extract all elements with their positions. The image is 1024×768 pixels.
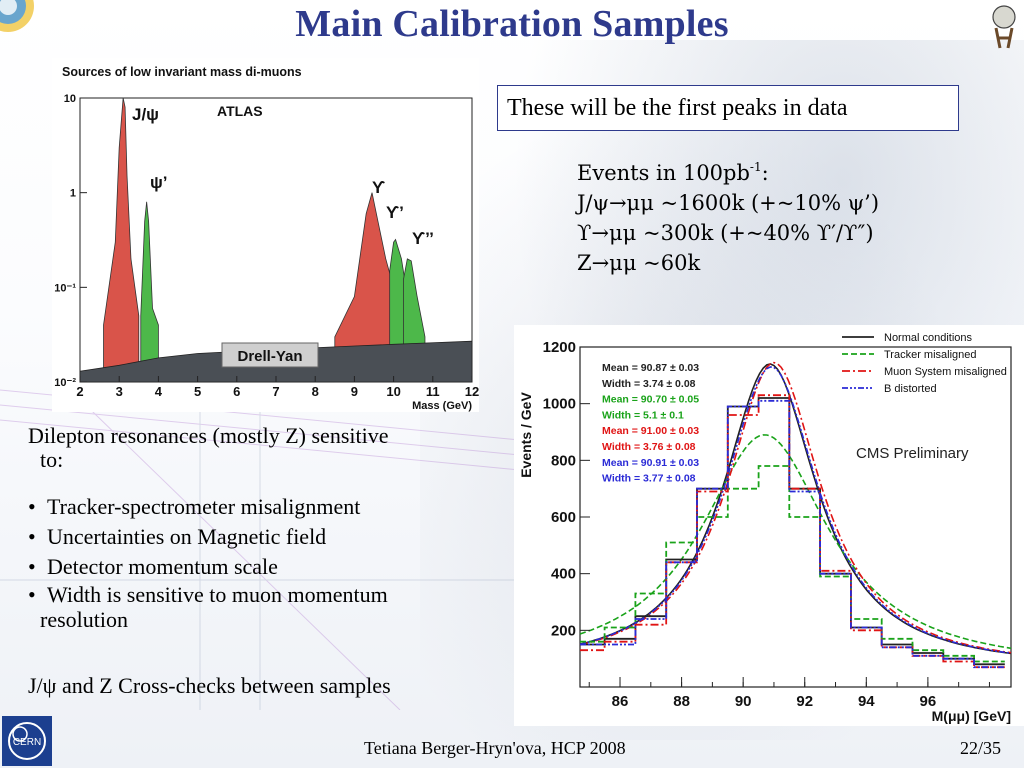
events-heading-colon: : xyxy=(761,161,769,185)
y-tick-label: 400 xyxy=(551,566,576,583)
conference-logo-icon xyxy=(0,0,34,32)
y-tick-label: 10⁻² xyxy=(54,377,76,389)
x-tick-label: 11 xyxy=(426,384,440,399)
cms-z-mass-plot: 86 88 90 92 94 96 200 400 600 800 1000 1200 M(μμ) [G… xyxy=(514,325,1024,726)
x-tick-label: 2 xyxy=(76,384,83,399)
events-heading-text: Events in 100pb xyxy=(577,161,750,185)
y-tick-label: 1200 xyxy=(543,339,576,356)
x-tick-label: 92 xyxy=(796,693,813,710)
stats-line: Mean = 90.87 ± 0.03 xyxy=(602,362,699,374)
x-tick-label: 90 xyxy=(735,693,752,710)
legend-label: B distorted xyxy=(884,383,937,395)
list-item-continuation: resolution xyxy=(40,607,128,632)
stats-line: Width = 5.1 ± 0.1 xyxy=(602,409,684,421)
atlas-plot-title: Sources of low invariant mass di-muons xyxy=(62,65,302,79)
histogram-tracker-misaligned xyxy=(580,465,1005,663)
list-item: Width is sensitive to muon momentumresol… xyxy=(28,582,498,632)
stats-line: Mean = 90.70 ± 0.05 xyxy=(602,394,699,406)
crosscheck-text: J/ψ and Z Cross-checks between samples xyxy=(28,673,391,698)
histogram-b-distorted xyxy=(580,399,1005,669)
x-tick-label: 8 xyxy=(312,384,319,399)
events-heading-exponent: -1 xyxy=(749,160,762,174)
upsilon1s-label: ϒ xyxy=(372,178,385,197)
y-tick-label: 10⁻¹ xyxy=(54,282,76,294)
y-tick-label: 10 xyxy=(64,93,76,105)
stats-line: Width = 3.74 ± 0.08 xyxy=(602,378,696,390)
legend-label: Muon System misaligned xyxy=(884,366,1007,378)
svg-text:CERN: CERN xyxy=(13,737,41,748)
stats-line: Mean = 90.91 ± 0.03 xyxy=(602,457,699,469)
list-item: Detector momentum scale xyxy=(28,552,498,582)
y-tick-label: 800 xyxy=(551,452,576,469)
fit-curve xyxy=(579,366,1012,654)
sensitivity-list: Tracker-spectrometer misalignment Uncert… xyxy=(28,492,498,632)
jpsi-label: J/ψ xyxy=(132,105,159,124)
atlas-logo-icon xyxy=(992,5,1016,49)
stats-line: Width = 3.77 ± 0.08 xyxy=(602,473,696,485)
drell-yan-label: Drell-Yan xyxy=(237,348,302,365)
page-number: 22/35 xyxy=(960,738,1002,758)
y-axis-label: Events / GeV xyxy=(518,392,534,478)
first-peaks-callout: These will be the first peaks in data xyxy=(497,85,959,131)
x-tick-label: 94 xyxy=(858,693,875,710)
x-tick-label: 9 xyxy=(351,384,358,399)
events-jpsi: J/ψ→μμ ~1600k (+~10% ψ’) xyxy=(577,191,880,215)
cms-plot-canvas: 86 88 90 92 94 96 200 400 600 800 1000 1200 M(μμ) [G… xyxy=(518,332,1012,724)
x-tick-label: 86 xyxy=(612,693,629,710)
legend-label: Normal conditions xyxy=(884,332,973,344)
list-item-text: Width is sensitive to muon momentum xyxy=(47,582,388,607)
x-axis-label: M(μμ) [GeV] xyxy=(932,708,1011,724)
psi2s-label: ψ’ xyxy=(150,173,168,192)
x-tick-label: 88 xyxy=(673,693,690,710)
upsilon2s-label: ϒ’ xyxy=(386,203,404,222)
x-tick-label: 5 xyxy=(194,384,201,399)
stats-line: Width = 3.76 ± 0.08 xyxy=(602,441,696,453)
cms-preliminary-label: CMS Preliminary xyxy=(856,445,969,462)
intro-line-2: to: xyxy=(40,447,64,472)
y-tick-label: 600 xyxy=(551,509,576,526)
list-item: Tracker-spectrometer misalignment xyxy=(28,492,498,522)
events-heading: Events in 100pb-1: xyxy=(577,152,879,188)
intro-line-1: Dilepton resonances (mostly Z) sensitive xyxy=(28,423,389,448)
cern-logo-icon: CERN xyxy=(2,716,52,766)
histogram-muon-system-misaligned xyxy=(580,394,1005,669)
slide-title: Main Calibration Samples xyxy=(295,3,729,45)
x-axis-label: Mass (GeV) xyxy=(412,400,472,412)
jpsi-peak xyxy=(103,97,140,383)
y-tick-label: 1000 xyxy=(543,396,576,413)
y-tick-label: 200 xyxy=(551,622,576,639)
y-tick-label: 1 xyxy=(70,188,76,200)
upsilon3s-label: ϒ’’ xyxy=(412,229,434,248)
x-tick-label: 6 xyxy=(233,384,240,399)
x-tick-label: 12 xyxy=(465,384,479,399)
events-summary: Events in 100pb-1: J/ψ→μμ ~1600k (+~10% … xyxy=(577,152,879,278)
x-tick-label: 7 xyxy=(272,384,279,399)
atlas-plot-canvas: 2 3 4 5 6 7 8 9 10 11 12 10 1 10⁻¹ 10⁻² Mass (GeV) ATLAS… xyxy=(54,93,479,412)
list-item: Uncertainties on Magnetic field xyxy=(28,522,498,552)
x-tick-label: 96 xyxy=(920,693,937,710)
x-tick-label: 10 xyxy=(386,384,400,399)
drell-yan-box xyxy=(221,342,319,368)
events-upsilon: ϒ→μμ ~300k (+~40% ϒ′/ϒ″) xyxy=(577,221,874,245)
stats-line: Mean = 91.00 ± 0.03 xyxy=(602,425,699,437)
legend-label: Tracker misaligned xyxy=(884,349,977,361)
experiment-label: ATLAS xyxy=(217,103,263,119)
footer-author: Tetiana Berger-Hryn'ova, HCP 2008 xyxy=(364,738,626,758)
atlas-mass-plot: Sources of low invariant mass di-muons 2… xyxy=(52,58,479,412)
x-tick-label: 4 xyxy=(155,384,163,399)
events-z: Z→μμ ~60k xyxy=(577,251,701,275)
x-tick-label: 3 xyxy=(116,384,123,399)
